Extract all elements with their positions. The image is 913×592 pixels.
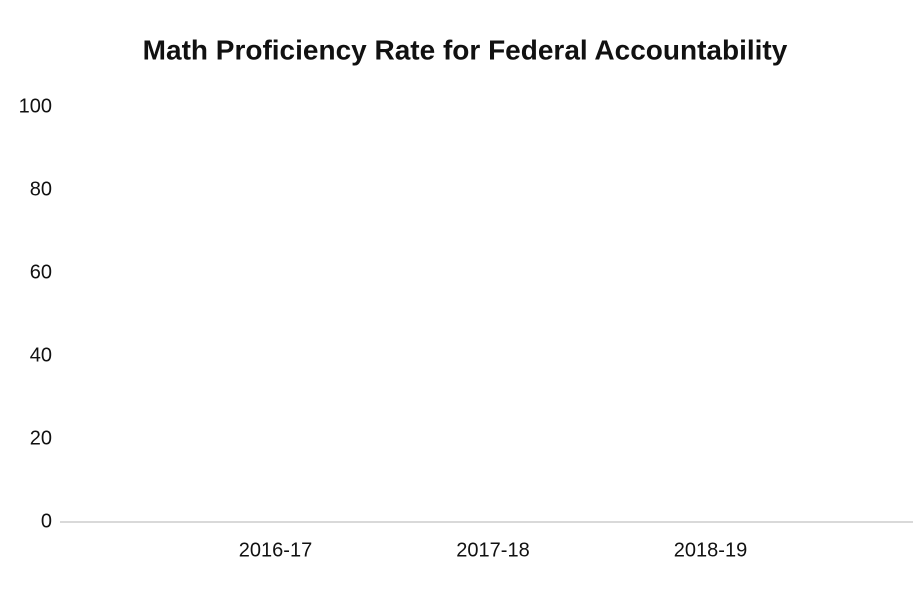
y-tick-label: 40 <box>30 344 52 366</box>
y-tick-label: 80 <box>30 178 52 200</box>
y-tick-label: 100 <box>19 95 52 117</box>
y-tick-label: 20 <box>30 427 52 449</box>
x-tick-label: 2017-18 <box>456 539 529 561</box>
y-tick-label: 60 <box>30 261 52 283</box>
x-tick-label: 2018-19 <box>674 539 747 561</box>
x-tick-label: 2016-17 <box>239 539 312 561</box>
y-tick-label: 0 <box>41 510 52 532</box>
chart-title: Math Proficiency Rate for Federal Accoun… <box>143 34 788 65</box>
